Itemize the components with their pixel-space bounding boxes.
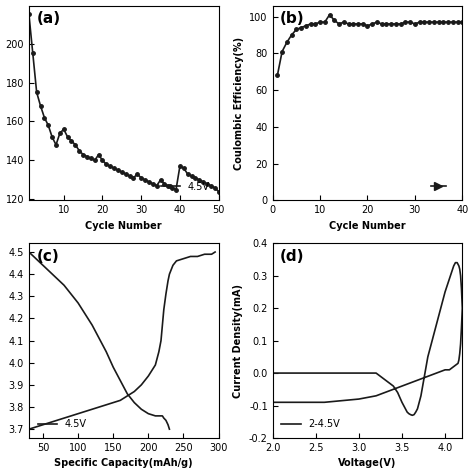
Text: (b): (b) bbox=[280, 11, 305, 27]
Legend: 4.5V: 4.5V bbox=[34, 415, 91, 433]
X-axis label: Cycle Number: Cycle Number bbox=[329, 221, 406, 231]
Text: (c): (c) bbox=[36, 249, 59, 264]
X-axis label: Specific Capacity(mAh/g): Specific Capacity(mAh/g) bbox=[55, 458, 193, 468]
Text: (d): (d) bbox=[280, 249, 305, 264]
Legend: 2-4.5V: 2-4.5V bbox=[277, 415, 344, 433]
Y-axis label: Coulombic Efficiency(%): Coulombic Efficiency(%) bbox=[234, 36, 244, 170]
Legend: 4.5V: 4.5V bbox=[157, 178, 214, 196]
Text: (a): (a) bbox=[36, 11, 61, 27]
Y-axis label: Current Density(mA): Current Density(mA) bbox=[233, 283, 243, 398]
X-axis label: Voltage(V): Voltage(V) bbox=[338, 458, 397, 468]
Legend:  bbox=[428, 178, 457, 196]
X-axis label: Cycle Number: Cycle Number bbox=[85, 221, 162, 231]
